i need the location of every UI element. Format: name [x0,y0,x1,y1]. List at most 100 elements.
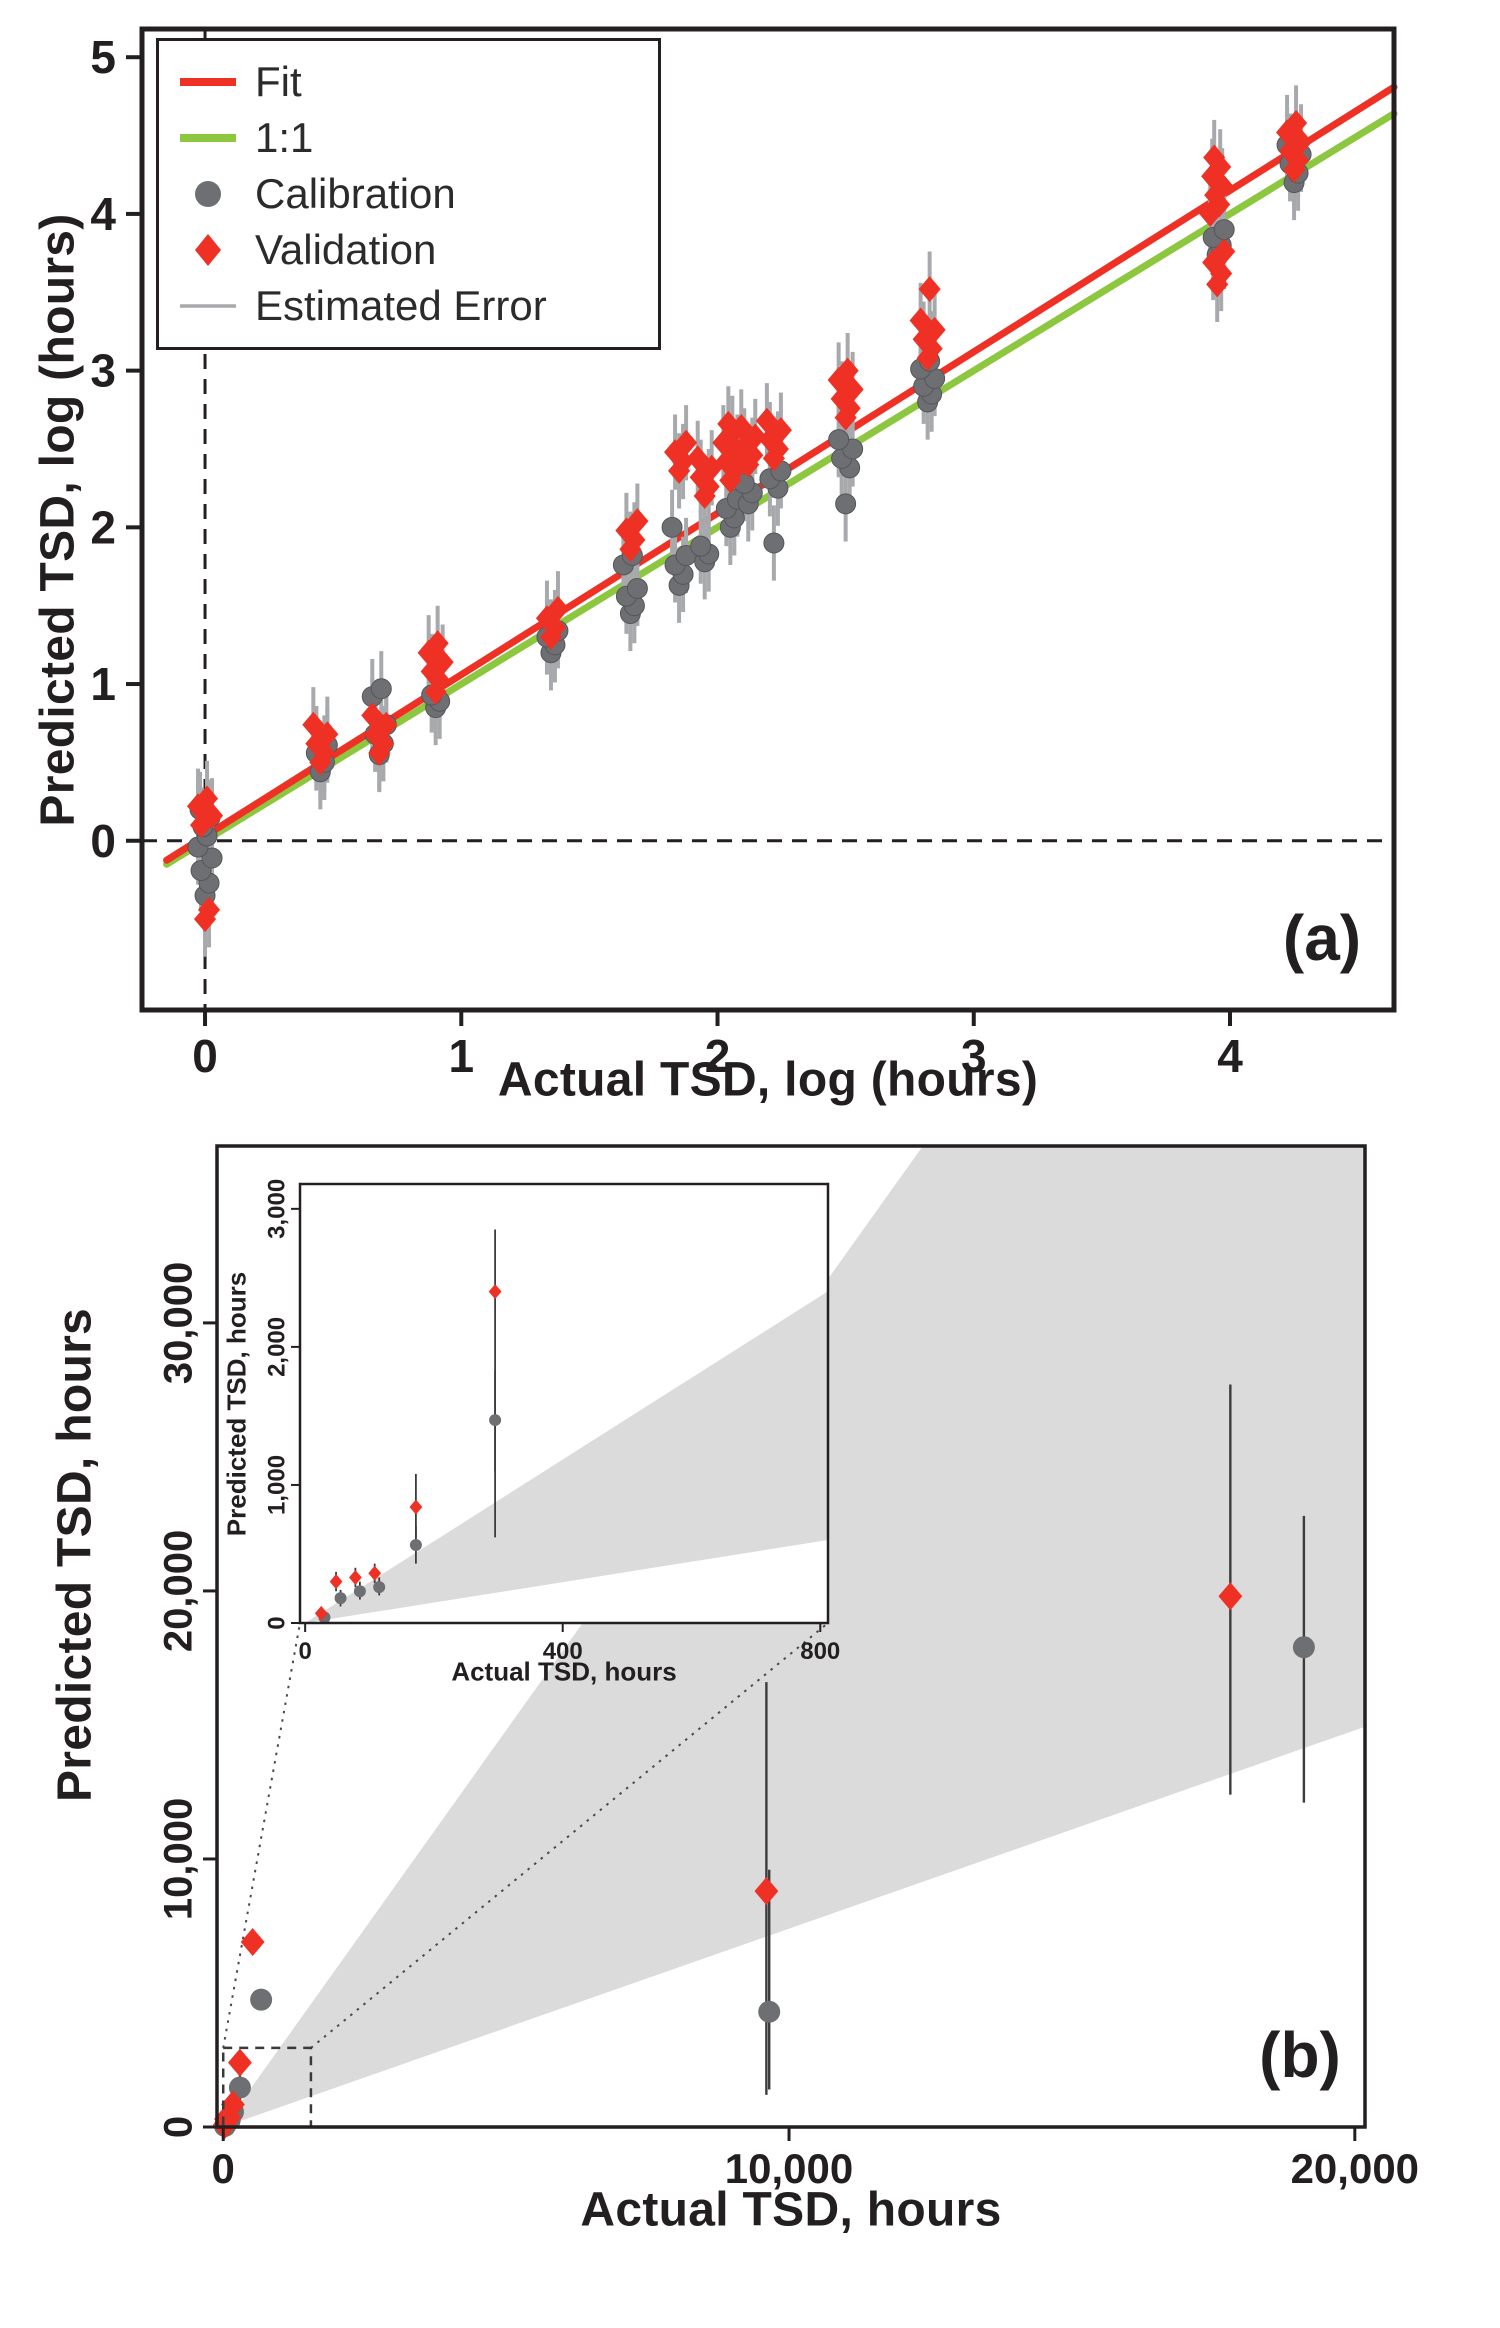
inset-x-tick-label: 800 [800,1638,840,1665]
panel-a-ylabel: Predicted TSD, log (hours) [31,213,85,827]
zoom-connector-right [310,1622,829,2049]
legend-label: Estimated Error [255,282,547,329]
legend-entry-calibration: Calibration [177,167,632,221]
validation-point [686,445,709,472]
panel-b-xlabel: Actual TSD, hours [580,2183,1002,2237]
x-tick-label: 0 [192,1030,218,1082]
validation-point [730,414,753,441]
calibration-point [370,678,392,700]
inset-y-tick-label: 0 [263,1616,290,1629]
validation-point [755,407,778,434]
y-tick-label: 10,000 [157,1798,201,1920]
inset-validation-point [409,1499,423,1515]
inset-content [314,663,647,1623]
validation-point [426,630,449,657]
validation-point [316,721,339,748]
validation-point [228,2048,252,2077]
legend-entry-fit: Fit [177,55,632,109]
y-tick-label: 0 [157,2116,201,2138]
validation-point [197,896,221,923]
validation-point [754,1877,779,1906]
x-tick-label: 3 [961,1030,987,1082]
legend-label: Calibration [255,170,456,217]
y-tick-label: 4 [90,188,116,240]
validation-point [675,429,698,456]
panel-b-ylabel: Predicted TSD, hours [48,1307,102,1803]
inset-xlabel: Actual TSD, hours [451,1656,677,1687]
calibration-point [201,847,223,869]
validation-point [546,595,570,622]
panel-a-tag: (a) [1282,902,1362,974]
calibration-point [758,2000,781,2023]
calibration-point [626,577,648,599]
x-tick-label: 1 [448,1030,474,1082]
inset-validation-point [488,1284,502,1300]
panel-b-plot: 0 10,000 20,000 0 10,000 20,000 30,000 0 400 800 0… [157,663,1419,2192]
y-tick-label: 0 [90,815,116,867]
y-tick-label: 3 [90,345,116,397]
y-tick-label: 2 [90,501,116,553]
inset-y-tick-label: 2,000 [263,1317,290,1377]
calibration-point [835,493,857,515]
diamond-swatch-icon [177,232,239,268]
panel-b-tag: (b) [1259,2019,1341,2091]
y-tick-label: 1 [90,658,116,710]
validation-point [689,464,712,491]
panel-a-xlabel: Actual TSD, log (hours) [497,1053,1039,1107]
validation-point [836,357,859,384]
y-tick-label: 30,000 [157,1262,201,1384]
validation-point [539,624,563,651]
panel-a-plot: 0 1 2 3 4 0 1 2 3 4 5 [90,26,1398,1082]
validation-point [909,307,932,334]
validation-point [693,482,716,509]
validation-point [626,508,649,535]
error-line-swatch-icon [177,300,239,312]
calibration-point [1292,1636,1315,1659]
inset-validation-point [634,663,647,678]
validation-point [1213,238,1236,265]
x-tick-label: 20,000 [1291,2145,1419,2192]
inset-calibration-point [409,1539,422,1552]
validation-point [431,649,454,676]
error-cone [223,1146,1365,2127]
validation-point [240,1928,265,1957]
inset-calibration-point [373,1581,386,1594]
line-swatch-icon [177,132,239,144]
legend-entry-validation: Validation [177,223,632,277]
validation-point [221,2090,245,2119]
inset-ylabel: Predicted TSD, hours [221,1271,252,1537]
line-swatch-icon [177,76,239,88]
validation-point [1203,144,1226,171]
legend-entry-1-1: 1:1 [177,111,632,165]
inset-calibration-point [334,1592,347,1605]
inset-y-tick-label: 3,000 [263,1179,290,1239]
inset-x-tick-label: 0 [298,1638,311,1665]
legend-label: Fit [255,58,302,105]
y-tick-label: 20,000 [157,1530,201,1652]
validation-point [918,276,941,303]
validation-point [543,614,567,641]
inset-validation-point [329,1574,343,1590]
inset-calibration-point [353,1585,366,1598]
x-tick-label: 0 [212,2145,235,2192]
validation-point [361,702,384,729]
inset-validation-point [368,1565,382,1581]
zoom-connector-left [222,1622,301,2049]
validation-point [535,605,559,632]
x-tick-label: 10,000 [725,2145,853,2192]
validation-point [313,739,336,766]
validation-point [302,711,325,738]
legend-label: 1:1 [255,114,314,161]
circle-swatch-icon [177,178,239,210]
x-tick-label: 4 [1217,1030,1243,1082]
validation-point [1285,110,1308,137]
plot-frame [139,26,1397,1013]
validation-point [195,785,219,812]
inset-error-cone [305,1291,828,1623]
calibration-point [690,535,712,557]
inset-y-tick-label: 1,000 [263,1455,290,1515]
calibration-point [661,516,683,538]
calibration-point [763,532,785,554]
